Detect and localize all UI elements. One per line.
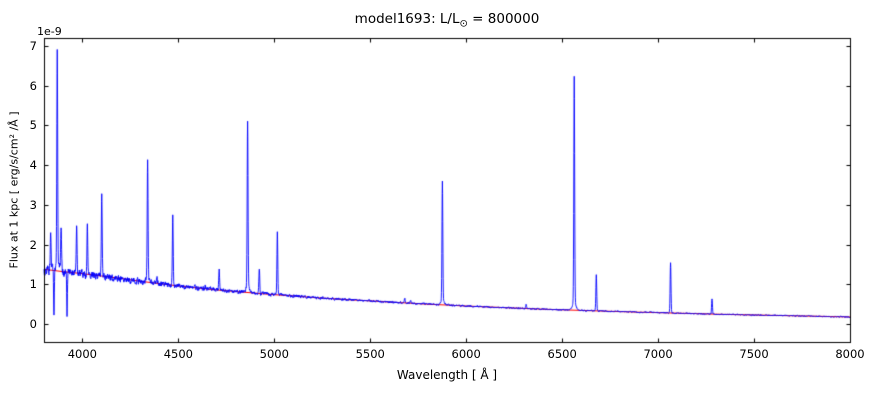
y-tick-label: 7 [29, 38, 37, 53]
x-tick-label: 5000 [259, 347, 289, 361]
x-tick-label: 7000 [643, 347, 673, 361]
y-tick-label: 3 [29, 197, 37, 212]
y-tick-label: 6 [29, 78, 37, 93]
x-tick-label: 6000 [451, 347, 481, 361]
x-tick-label: 4500 [163, 347, 193, 361]
y-tick-label: 4 [29, 158, 37, 173]
y-tick-label: 2 [29, 237, 37, 252]
y-axis-label: Flux at 1 kpc [ erg/s/cm² /Å ] [7, 111, 21, 269]
chart-title-text: model1693: L/L [354, 11, 460, 27]
y-tick-label: 5 [29, 118, 37, 133]
chart-title-sun-symbol: ⊙ [459, 18, 468, 30]
y-tick-label: 0 [29, 317, 37, 332]
y-axis-offset-label: 1e-9 [37, 25, 62, 38]
chart-title: model1693: L/L⊙ = 800000 [44, 11, 850, 30]
x-tick-label: 7500 [739, 347, 769, 361]
y-tick-label: 1 [29, 277, 37, 292]
chart-title-suffix: = 800000 [467, 11, 540, 27]
x-tick-label: 5500 [355, 347, 385, 361]
x-axis-label: Wavelength [ Å ] [396, 368, 498, 382]
x-tick-label: 6500 [547, 347, 577, 361]
x-tick-label: 8000 [835, 347, 865, 361]
x-tick-label: 4000 [67, 347, 98, 361]
